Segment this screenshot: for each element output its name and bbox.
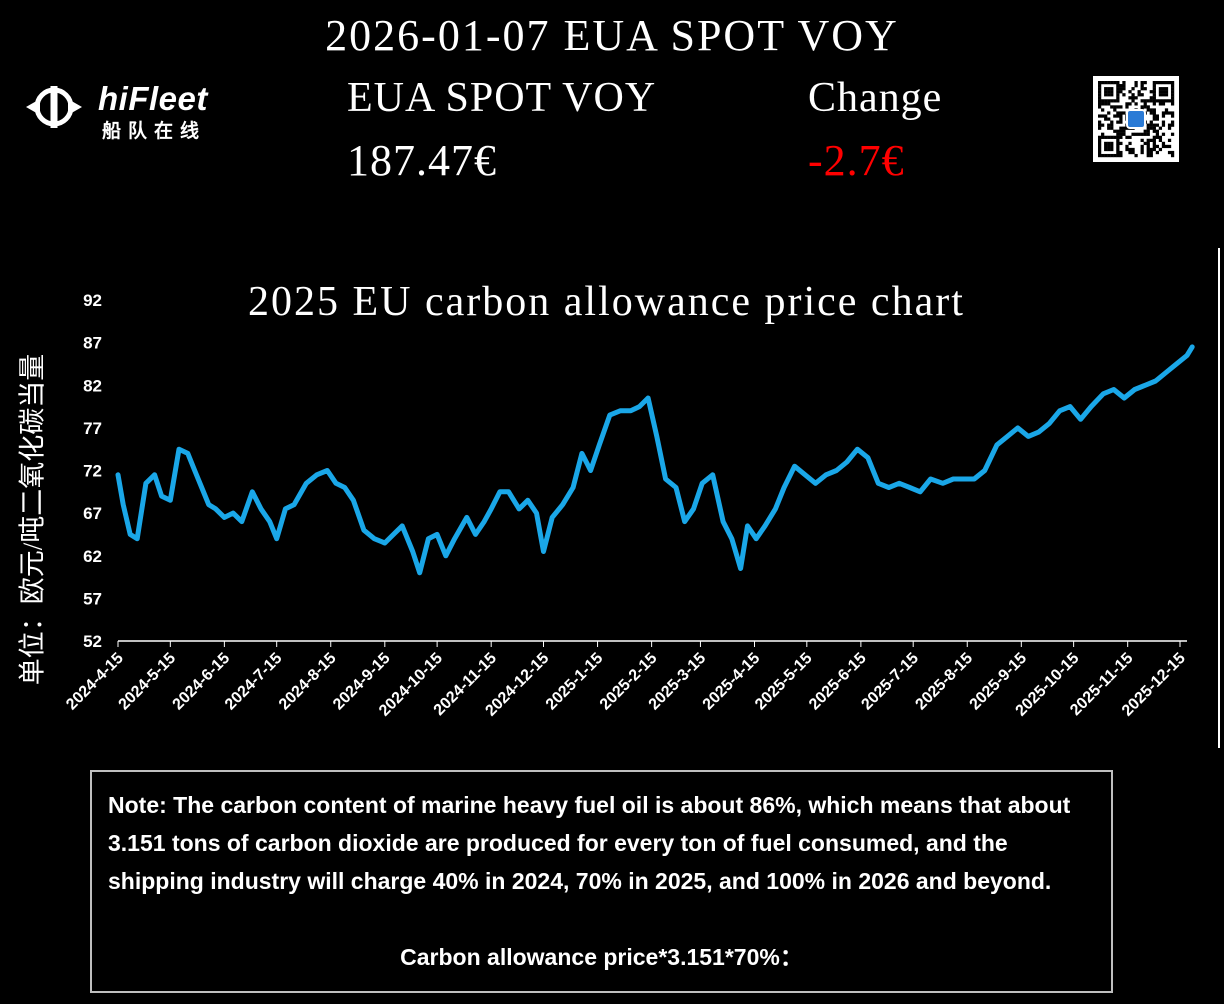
y-tick-label: 62 (83, 547, 102, 566)
product-label: EUA SPOT VOY (347, 75, 657, 121)
y-tick-label: 82 (83, 376, 102, 395)
logo-subtext: 船队在线 (102, 121, 207, 142)
page-title: 2026-01-07 EUA SPOT VOY (325, 11, 899, 60)
x-tick-label: 2025-7-15 (858, 650, 922, 714)
y-tick-label: 52 (83, 632, 102, 651)
change-value: -2.7€ (808, 136, 905, 185)
series-line (115, 344, 1195, 576)
x-tick-label: 2024-8-15 (276, 650, 340, 714)
x-tick-label: 2025-1-15 (543, 650, 607, 714)
change-label: Change (808, 75, 943, 121)
chart-title: 2025 EU carbon allowance price chart (248, 279, 965, 325)
x-tick-label: 2024-7-15 (222, 650, 286, 714)
hifleet-logo: hiFleet 船队在线 (24, 78, 224, 142)
x-tick-label: 2025-8-15 (912, 650, 976, 714)
y-tick-label: 92 (83, 291, 102, 310)
y-tick-label: 67 (83, 504, 102, 523)
note-box: Note: The carbon content of marine heavy… (90, 770, 1113, 993)
y-tick-label: 87 (83, 334, 102, 353)
note-formula: Carbon allowance price*3.151*70%： (400, 944, 803, 970)
qr-code-icon (1093, 76, 1179, 162)
y-tick-label: 57 (83, 589, 102, 608)
hifleet-logo-icon (26, 86, 82, 128)
x-tick-label: 2024-5-15 (116, 650, 180, 714)
note-text: Note: The carbon content of marine heavy… (108, 792, 1071, 894)
y-tick-label: 72 (83, 462, 102, 481)
y-tick-label: 77 (83, 419, 102, 438)
x-tick-label: 2025-5-15 (752, 650, 816, 714)
y-axis-label: 单位：欧元/吨二氧化碳当量 (17, 353, 48, 686)
logo-text: hiFleet (98, 80, 208, 117)
price-value: 187.47€ (347, 136, 497, 185)
